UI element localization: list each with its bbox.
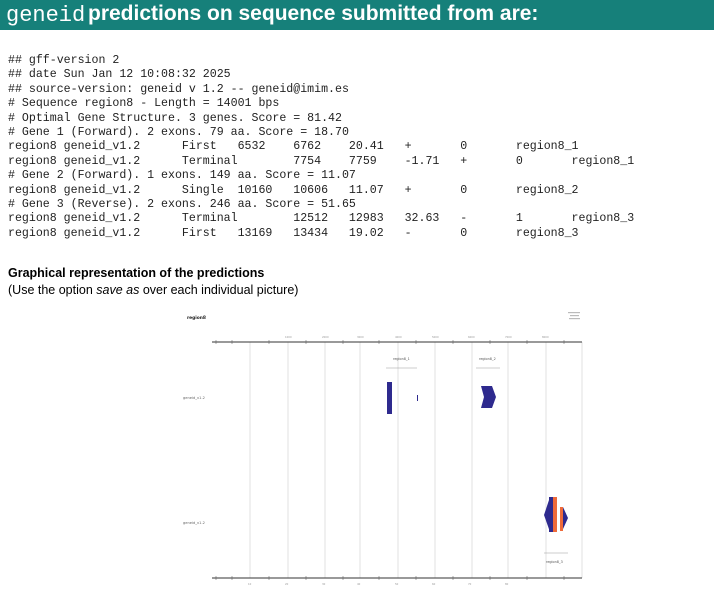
graphics-note: (Use the option save as over each indivi… (8, 283, 298, 297)
svg-text:40: 40 (357, 582, 361, 586)
bottom-ruler: 10 20 30 40 50 60 70 80 (212, 576, 582, 586)
gff-line: # Sequence region8 - Length = 14001 bps (8, 97, 280, 111)
gene-region8-3[interactable]: region8_3 (544, 497, 568, 564)
results-banner: geneid predictions on sequence submitted… (0, 0, 714, 30)
svg-text:70: 70 (468, 582, 472, 586)
graphics-heading: Graphical representation of the predicti… (8, 266, 265, 280)
gene2-label: region8_2 (479, 357, 496, 361)
track-label-forward: geneid_v1.2 (183, 396, 205, 400)
svg-text:50: 50 (395, 582, 399, 586)
gene-region8-2[interactable]: region8_2 (476, 357, 500, 408)
gff-output: ## gff-version 2 ## date Sun Jan 12 10:0… (8, 54, 634, 241)
top-ruler: 1000 2000 3000 4000 5000 6000 7000 8000 (212, 335, 582, 344)
svg-text:1000: 1000 (285, 335, 292, 339)
graphics-note-em: save as (96, 283, 140, 297)
svg-text:3000: 3000 (357, 335, 364, 339)
svg-text:5000: 5000 (432, 335, 439, 339)
gff-line: region8 geneid_v1.2 Single 10160 10606 1… (8, 183, 579, 197)
gene3-exon-terminal[interactable] (560, 507, 563, 531)
gene3-exon-terminal-arrow (563, 507, 568, 529)
gff-line: # Gene 3 (Reverse). 2 exons. 246 aa. Sco… (8, 198, 356, 212)
gene-region8-1[interactable]: region8_1 (386, 357, 418, 414)
graphics-note-suffix: over each individual picture) (139, 283, 299, 297)
svg-text:2000: 2000 (322, 335, 329, 339)
prediction-plot: 1000 2000 3000 4000 5000 6000 7000 8000 10 20 3… (170, 306, 600, 592)
gff-line: ## source-version: geneid v 1.2 -- genei… (8, 82, 349, 96)
gene1-exon-first[interactable] (387, 382, 392, 414)
gene3-exon-first-arrow (544, 497, 550, 532)
gene2-exon-single[interactable] (481, 386, 496, 408)
gff-line: region8 geneid_v1.2 First 6532 6762 20.4… (8, 140, 579, 154)
svg-text:8000: 8000 (542, 335, 549, 339)
gff-line: # Optimal Gene Structure. 3 genes. Score… (8, 111, 342, 125)
svg-text:6000: 6000 (468, 335, 475, 339)
gene3-label: region8_3 (546, 560, 563, 564)
gene3-exon-first-phase (553, 497, 557, 532)
svg-text:4000: 4000 (395, 335, 402, 339)
gff-line: ## gff-version 2 (8, 54, 120, 67)
gff-line: region8 geneid_v1.2 Terminal 7754 7759 -… (8, 154, 635, 168)
figure-legend-icon (568, 312, 580, 320)
gff-line: region8 geneid_v1.2 Terminal 12512 12983… (8, 212, 635, 226)
page-title: predictions on sequence submitted from a… (88, 2, 539, 25)
track-label-reverse: geneid_v1.2 (183, 521, 205, 525)
svg-text:20: 20 (285, 582, 289, 586)
gff-line: # Gene 1 (Forward). 2 exons. 79 aa. Scor… (8, 126, 349, 140)
gff-line: ## date Sun Jan 12 10:08:32 2025 (8, 68, 231, 82)
svg-text:10: 10 (248, 582, 252, 586)
figure-seq-name: region8 (187, 315, 206, 321)
gff-line: region8 geneid_v1.2 First 13169 13434 19… (8, 226, 579, 240)
svg-text:80: 80 (505, 582, 509, 586)
gene1-label: region8_1 (393, 357, 410, 361)
svg-text:30: 30 (322, 582, 326, 586)
brand-geneid: geneid (6, 3, 86, 28)
gff-line: # Gene 2 (Forward). 1 exons. 149 aa. Sco… (8, 169, 356, 183)
svg-text:7000: 7000 (505, 335, 512, 339)
graphics-note-prefix: (Use the option (8, 283, 97, 297)
gene1-exon-terminal[interactable] (417, 395, 418, 401)
svg-text:60: 60 (432, 582, 436, 586)
prediction-figure[interactable]: 1000 2000 3000 4000 5000 6000 7000 8000 10 20 3… (170, 306, 600, 592)
gene3-exon-first[interactable] (549, 497, 554, 532)
